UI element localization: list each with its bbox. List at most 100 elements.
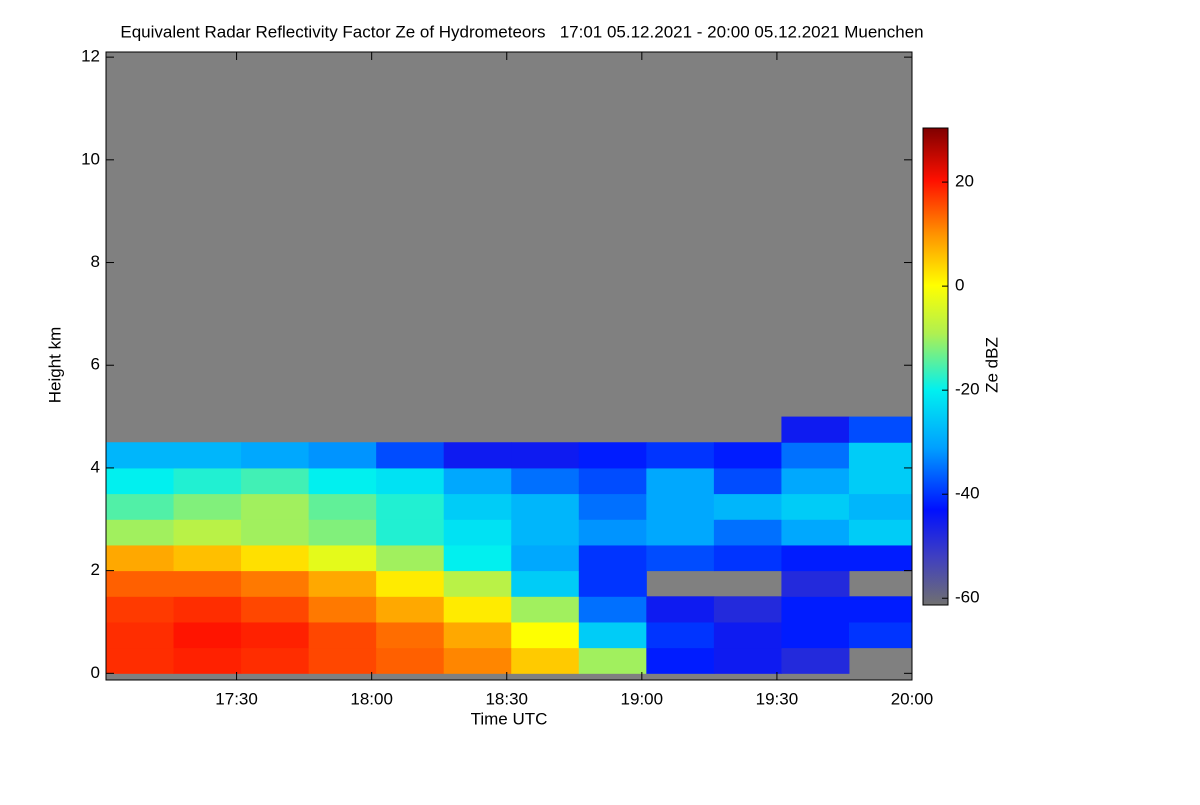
heatmap-cell (646, 442, 715, 469)
heatmap-cell (646, 493, 715, 520)
heatmap-cell (848, 621, 913, 649)
heatmap-cell (376, 647, 445, 674)
heatmap-cell (781, 493, 850, 520)
heatmap-cell (511, 442, 580, 469)
heatmap-cell (443, 544, 512, 572)
heatmap-cell (241, 493, 310, 520)
heatmap-cell (511, 519, 580, 546)
heatmap-cell (713, 596, 782, 623)
heatmap-cell (241, 570, 310, 597)
heatmap-cell (646, 596, 715, 623)
heatmap-cell (173, 570, 242, 597)
heatmap-cell (578, 596, 647, 623)
x-tick-label: 19:00 (621, 689, 664, 708)
heatmap-cell (713, 467, 782, 495)
heatmap-cell (511, 570, 580, 597)
x-tick-label: 18:00 (350, 689, 393, 708)
heatmap-cell (781, 467, 850, 495)
heatmap-cell (173, 519, 242, 546)
heatmap-cell (106, 647, 175, 674)
heatmap-cell (241, 621, 310, 649)
heatmap-cell (713, 442, 782, 469)
heatmap-cell (173, 493, 242, 520)
heatmap-cell (376, 493, 445, 520)
chart-title: Equivalent Radar Reflectivity Factor Ze … (120, 22, 923, 41)
heatmap-cell (578, 493, 647, 520)
heatmap-cell (308, 519, 377, 546)
heatmap-cell (443, 493, 512, 520)
heatmap-cell (578, 621, 647, 649)
heatmap-cell (106, 570, 175, 597)
heatmap-cell (376, 467, 445, 495)
heatmap-cell (106, 596, 175, 623)
heatmap-cell (308, 570, 377, 597)
heatmap-cell (241, 647, 310, 674)
heatmap-cell (443, 519, 512, 546)
heatmap-cell (173, 621, 242, 649)
heatmap-cell (173, 442, 242, 469)
heatmap-cell (713, 519, 782, 546)
heatmap-cell (173, 467, 242, 495)
heatmap-cell (578, 647, 647, 674)
heatmap-cell (511, 621, 580, 649)
heatmap-cell (713, 493, 782, 520)
heatmap-cell (308, 647, 377, 674)
y-tick-label: 12 (81, 47, 100, 66)
heatmap-cell (376, 442, 445, 469)
plot-frame (105, 51, 913, 681)
heatmap-cell (713, 647, 782, 674)
colorbar-tick-label: 20 (955, 172, 974, 191)
heatmap-cell (578, 544, 647, 572)
heatmap-cell (646, 467, 715, 495)
heatmap-cell (308, 621, 377, 649)
colorbar (922, 127, 949, 606)
heatmap-cell (308, 467, 377, 495)
heatmap-cell (781, 596, 850, 623)
heatmap-cell (308, 493, 377, 520)
heatmap-cell (781, 416, 850, 443)
heatmap-cell (511, 647, 580, 674)
heatmap-cell (848, 596, 913, 623)
heatmap-cell (376, 544, 445, 572)
heatmap-cell (781, 544, 850, 572)
heatmap-cell (443, 596, 512, 623)
heatmap-cell (646, 544, 715, 572)
heatmap-cell (848, 467, 913, 495)
heatmap-cell (376, 621, 445, 649)
heatmap-cell (511, 493, 580, 520)
heatmap-cell (106, 467, 175, 495)
y-tick-label: 2 (91, 560, 100, 579)
heatmap-cell (781, 570, 850, 597)
heatmap-cell (308, 442, 377, 469)
heatmap-cell (106, 442, 175, 469)
heatmap-cell (848, 544, 913, 572)
heatmap-cell (781, 647, 850, 674)
colorbar-tick-label: -20 (955, 380, 980, 399)
heatmap-cell (443, 442, 512, 469)
heatmap-cell (443, 467, 512, 495)
heatmap-cell (511, 467, 580, 495)
heatmap-cell (106, 519, 175, 546)
heatmap-cell (578, 467, 647, 495)
x-tick-label: 20:00 (891, 689, 934, 708)
heatmap-cell (376, 570, 445, 597)
heatmap-cell (443, 647, 512, 674)
heatmap-cell (781, 442, 850, 469)
heatmap-cell (713, 544, 782, 572)
heatmap-cell (173, 647, 242, 674)
heatmap-cell (308, 596, 377, 623)
heatmap-cell (848, 493, 913, 520)
x-tick-label: 17:30 (215, 689, 258, 708)
heatmap-cell (241, 442, 310, 469)
heatmap-cell (578, 442, 647, 469)
heatmap-cell (443, 570, 512, 597)
heatmap-cell (241, 544, 310, 572)
colorbar-tick-label: -40 (955, 484, 980, 503)
heatmap-cell (308, 544, 377, 572)
heatmap-cell (511, 544, 580, 572)
y-tick-label: 6 (91, 355, 100, 374)
heatmap-cell (646, 519, 715, 546)
heatmap-cell (106, 544, 175, 572)
x-axis-label: Time UTC (471, 709, 548, 728)
